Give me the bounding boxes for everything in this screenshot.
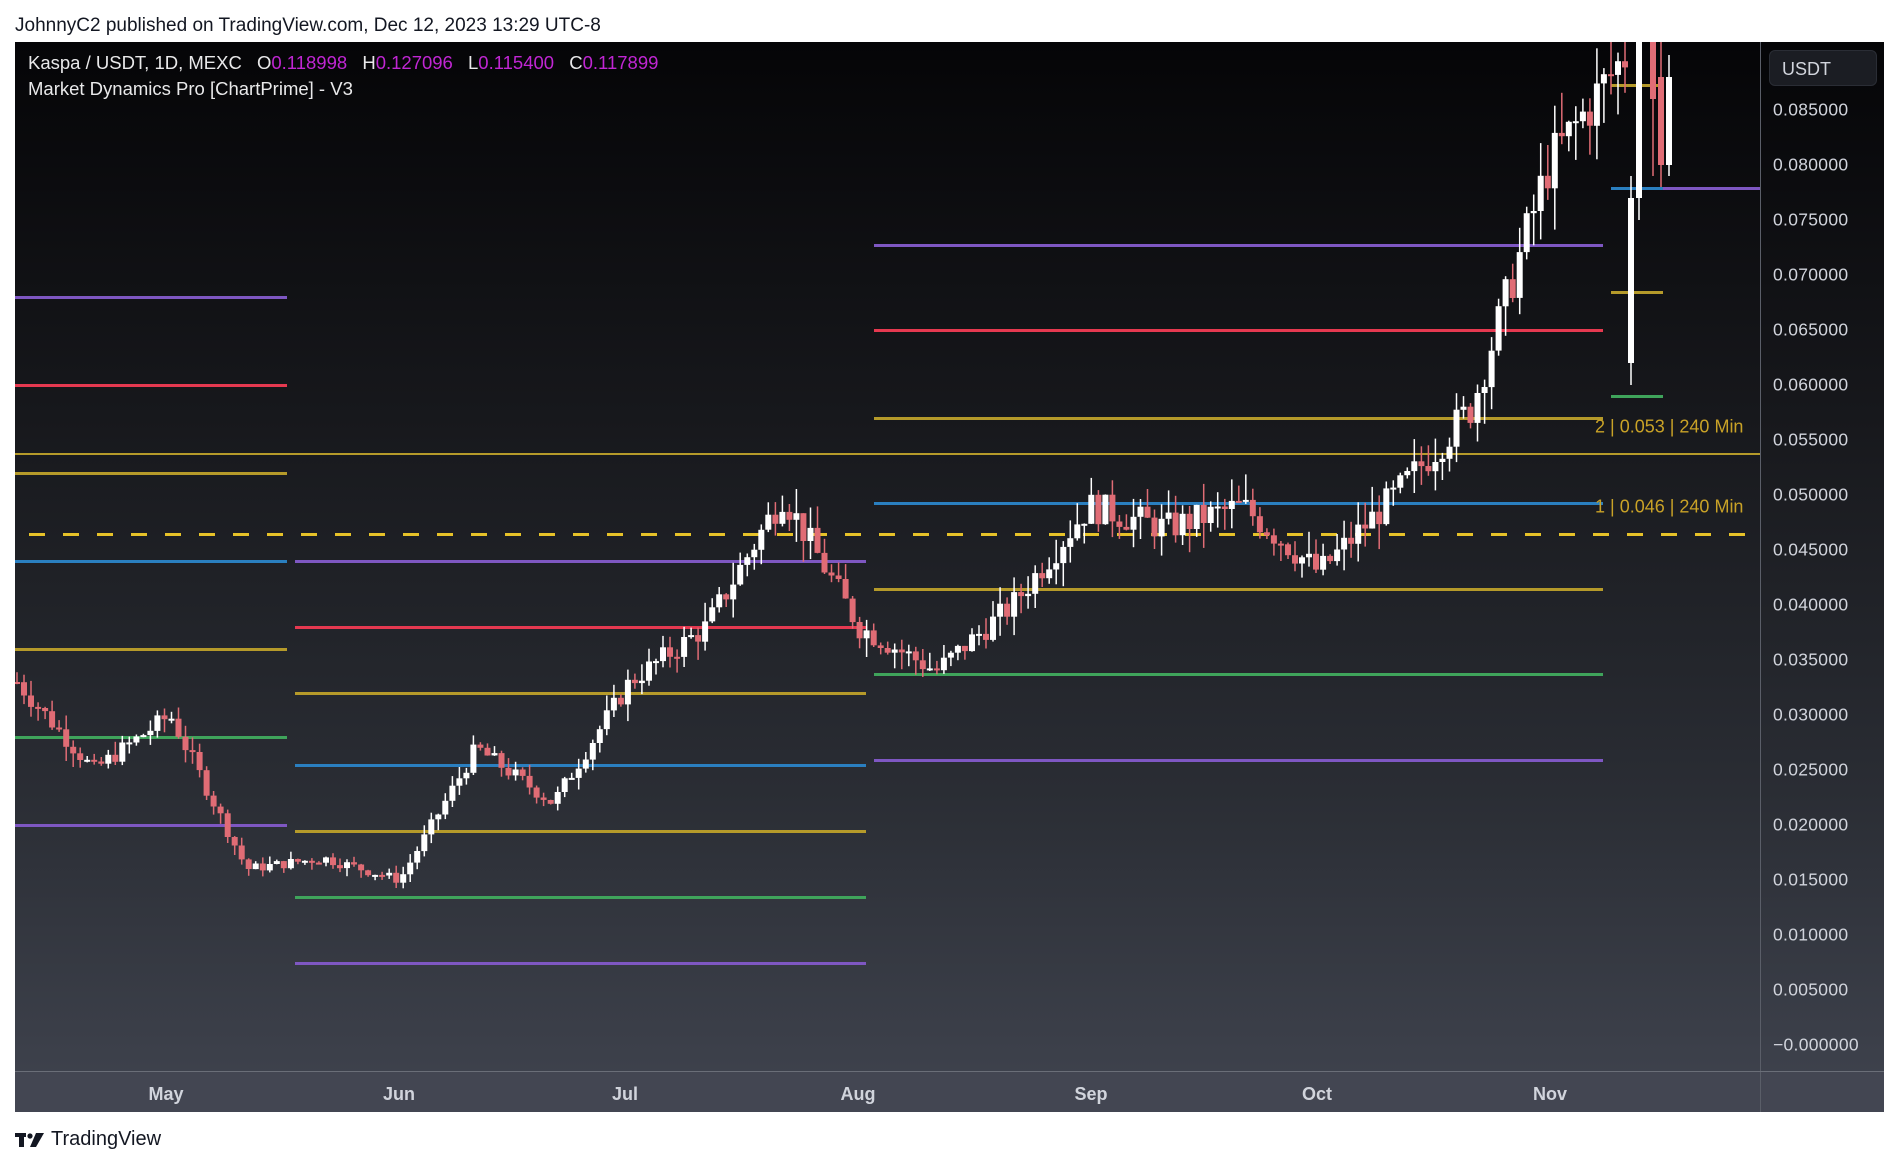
level-line-yellow-1	[1611, 290, 1663, 294]
price-tick: 0.065000	[1773, 319, 1849, 340]
level-line-yellow-2	[295, 829, 866, 833]
close-label: C	[569, 52, 583, 73]
time-tick-aug: Aug	[840, 1084, 876, 1104]
chart-frame: 2 | 0.053 | 240 Min 1 | 0.046 | 240 Min …	[15, 42, 1884, 1112]
footer-brand: TradingView	[51, 1128, 162, 1150]
price-tick: 0.055000	[1773, 429, 1849, 450]
low-value: 0.115400	[478, 52, 555, 73]
time-tick-may: May	[148, 1084, 184, 1104]
chart-legend: Kaspa / USDT, 1D, MEXC O0.118998 H0.1270…	[28, 50, 658, 102]
price-tick: 0.085000	[1773, 99, 1849, 120]
price-tick: 0.050000	[1773, 484, 1849, 505]
level-line-yellow-2	[15, 648, 287, 651]
level-line-purple-top	[874, 244, 1603, 248]
level-label-2: 2 | 0.053 | 240 Min	[1595, 416, 1744, 437]
price-tick: 0.025000	[1773, 759, 1849, 780]
level-line-purple-top	[15, 296, 287, 299]
level-line-red	[295, 626, 866, 629]
low-label: L	[468, 52, 479, 73]
time-tick-nov: Nov	[1532, 1084, 1568, 1104]
price-axis[interactable]: USDT 0.085000 0.080000 0.075000 0.070000 0.0…	[1760, 42, 1884, 1071]
level-line-purple-top	[295, 560, 866, 563]
level-line-blue	[15, 560, 287, 563]
candlestick-series	[15, 42, 1672, 889]
open-value: 0.118998	[271, 52, 348, 73]
close-value: 0.117899	[582, 52, 659, 73]
price-tick: 0.035000	[1773, 649, 1849, 670]
time-tick-jul: Jul	[611, 1084, 639, 1104]
price-tick: 0.045000	[1773, 539, 1849, 560]
level-line-green	[874, 673, 1603, 677]
symbol-name[interactable]: Kaspa / USDT, 1D, MEXC	[28, 52, 242, 73]
time-axis[interactable]: May Jun Jul Aug Sep Oct Nov	[15, 1071, 1884, 1112]
level-line-yellow-1	[874, 417, 1603, 420]
plot-area[interactable]: 2 | 0.053 | 240 Min 1 | 0.046 | 240 Min …	[15, 42, 1760, 1071]
level-line-purple-bottom	[15, 824, 287, 827]
price-tick: 0.040000	[1773, 594, 1849, 615]
level-line-long	[15, 453, 1760, 456]
price-tick: 0.075000	[1773, 209, 1849, 230]
time-tick-sep: Sep	[1074, 1084, 1108, 1104]
level-line-red	[15, 384, 287, 387]
level-line-green	[295, 895, 866, 899]
price-tick: 0.010000	[1773, 924, 1849, 945]
axis-corner-divider	[1760, 1072, 1761, 1112]
indicator-name[interactable]: Market Dynamics Pro [ChartPrime] - V3	[28, 78, 353, 99]
high-label: H	[362, 52, 376, 73]
publish-info: JohnnyC2 published on TradingView.com, D…	[15, 15, 601, 36]
level-line-yellow-1	[15, 472, 287, 475]
price-tick: 0.005000	[1773, 979, 1849, 1000]
level-line-blue	[874, 501, 1603, 505]
level-label-1: 1 | 0.046 | 240 Min	[1595, 496, 1744, 517]
level-line-purple-bottom	[874, 759, 1603, 763]
high-value: 0.127096	[375, 52, 453, 73]
currency-button[interactable]: USDT	[1769, 50, 1877, 86]
level-line-yellow-1	[295, 692, 866, 695]
price-tick: 0.020000	[1773, 814, 1849, 835]
price-tick: 0.070000	[1773, 264, 1849, 285]
level-line-purple	[1663, 187, 1760, 191]
price-tick: 0.080000	[1773, 154, 1849, 175]
tradingview-logo-icon	[15, 1132, 44, 1147]
time-tick-jun: Jun	[382, 1084, 416, 1104]
level-line-red	[874, 329, 1603, 332]
price-tick: 0.015000	[1773, 869, 1849, 890]
price-tick: 0.060000	[1773, 374, 1849, 395]
level-line-purple-bottom	[295, 961, 866, 965]
tradingview-logo: TradingView	[15, 1128, 161, 1151]
level-line-yellow-2	[874, 587, 1603, 591]
time-tick-oct: Oct	[1301, 1084, 1333, 1104]
level-line-dashed	[29, 532, 1760, 536]
price-tick: −0.000000	[1773, 1034, 1859, 1055]
price-tick: 0.030000	[1773, 704, 1849, 725]
open-label: O	[256, 52, 272, 73]
symbol-ohlc-row: Kaspa / USDT, 1D, MEXC O0.118998 H0.1270…	[28, 50, 658, 76]
level-line-blue	[295, 763, 866, 767]
level-line-green	[1611, 395, 1663, 398]
